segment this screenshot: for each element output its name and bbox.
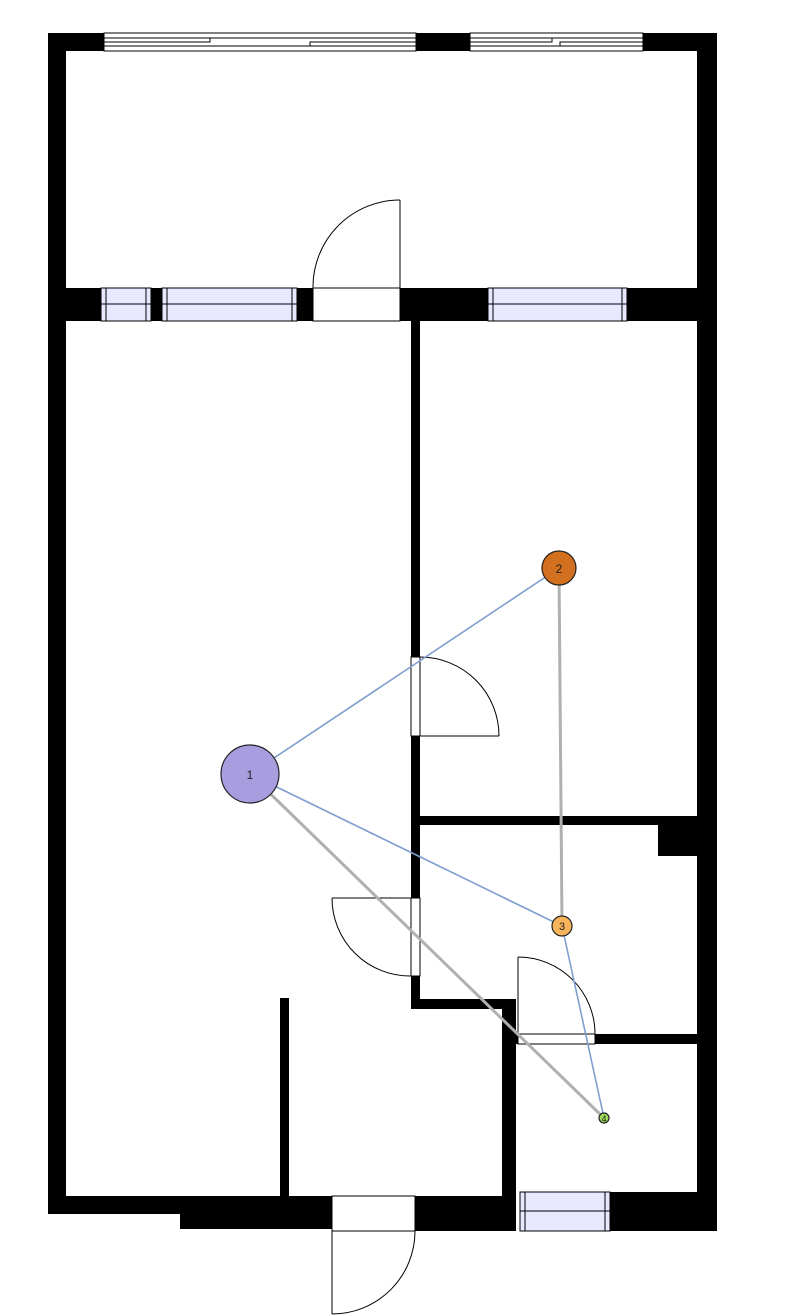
wall-mid-1 [48,288,101,321]
wall-pillar [658,816,698,856]
edge-1-4 [248,772,606,1120]
window-top-right [469,32,644,52]
window-mid-2 [161,287,298,322]
door-hall [331,897,421,977]
graph-node-2[interactable]: 2 [541,550,577,586]
edge-1-2 [249,567,560,775]
wall-bottom-middle [415,1196,516,1231]
node-circle-2[interactable] [541,550,577,586]
node-circle-3[interactable] [551,915,573,937]
wall-top-left [48,33,104,51]
node-label-3: 3 [559,921,565,933]
wall-bottom-left-2 [180,1196,332,1229]
door-entrance [331,1195,416,1315]
wall-mid-3 [297,288,313,321]
edge-3-4 [561,925,605,1119]
graph-node-3[interactable]: 3 [551,915,573,937]
window-top-left [103,32,417,52]
graph-node-1[interactable]: 1 [220,744,280,804]
node-label-1: 1 [247,768,254,782]
wall-interior-vertical-mid [411,736,420,898]
edge-2-3 [557,567,564,927]
door-balcony [312,199,401,322]
wall-bath-top-left [411,999,511,1009]
window-mid-1 [100,287,152,322]
wall-left [48,33,66,1214]
graph-nodes: 1 2 3 4 [220,550,610,1124]
edge-1-3 [249,773,563,927]
door-bath [517,956,596,1045]
wall-bottom-left [48,1196,180,1214]
walls [48,33,717,1231]
node-circle-1[interactable] [220,744,280,804]
graph-edges [248,567,606,1120]
graph-node-4[interactable]: 4 [598,1112,610,1124]
wall-mid-5 [627,288,717,321]
node-label-4: 4 [601,1114,606,1124]
node-label-2: 2 [556,562,563,576]
window-mid-3 [487,287,628,322]
wall-bath-top-right [595,1034,717,1044]
wall-right-room-bottom [420,816,717,825]
window-bath [519,1191,611,1232]
wall-interior-vertical-upper [411,321,420,657]
wall-bottom-right [610,1192,717,1231]
door-room-right [410,656,500,737]
wall-interior-vertical-lower [411,976,420,1009]
node-circle-4[interactable] [598,1112,610,1124]
wall-bath-left [502,999,516,1231]
wall-mid-2 [151,288,162,321]
doors [312,199,596,1315]
windows [100,32,644,1232]
wall-top-middle [416,33,470,51]
wall-bath-top-left2 [502,1034,518,1044]
wall-right [697,33,717,1231]
wall-mid-4 [400,288,488,321]
wall-partition [280,998,289,1198]
